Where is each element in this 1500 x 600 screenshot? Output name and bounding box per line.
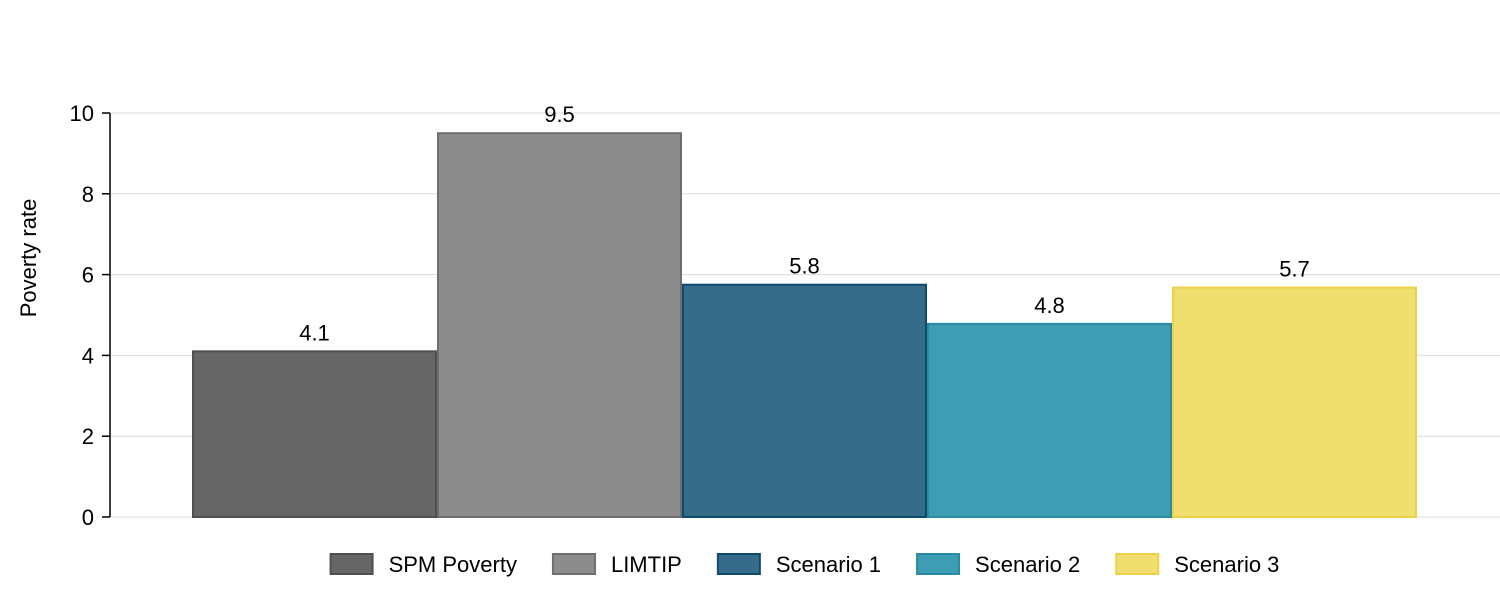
- bar-scenario-1: [682, 283, 927, 519]
- y-tick-label: 0: [82, 505, 94, 530]
- legend-item: SPM Poverty: [329, 552, 517, 577]
- bar-value-label: 9.5: [544, 102, 575, 127]
- y-axis: 0 2 4 6 8 10: [70, 101, 111, 530]
- legend-swatch: [916, 553, 961, 575]
- y-tick-label: 6: [82, 263, 94, 288]
- y-tick-label: 8: [82, 182, 94, 207]
- y-tick-label: 2: [82, 424, 94, 449]
- y-tick-label: 4: [82, 343, 94, 368]
- bar-limtip: [437, 132, 682, 518]
- bar-value-label: 5.7: [1279, 257, 1310, 282]
- legend: SPM Poverty LIMTIP Scenario 1 Scenario 2 Sce…: [329, 552, 1279, 577]
- bar-value-labels: 4.1 9.5 5.8 4.8 5.7: [299, 102, 1310, 345]
- bar-value-label: 4.1: [299, 320, 330, 345]
- bar-scenario-3: [1172, 286, 1417, 519]
- bar-spm-poverty: [192, 350, 437, 518]
- bar-scenario-2: [927, 322, 1172, 518]
- bar-value-label: 4.8: [1034, 293, 1065, 318]
- y-axis-title: Poverty rate: [16, 199, 41, 318]
- legend-item: Scenario 2: [916, 552, 1080, 577]
- legend-label: Scenario 2: [975, 552, 1080, 577]
- legend-label: Scenario 3: [1174, 552, 1279, 577]
- legend-label: LIMTIP: [611, 552, 682, 577]
- bar-value-label: 5.8: [789, 254, 820, 279]
- y-tick-label: 10: [70, 101, 94, 126]
- legend-swatch: [1115, 553, 1160, 575]
- legend-label: Scenario 1: [776, 552, 881, 577]
- legend-item: Scenario 1: [716, 552, 881, 577]
- legend-item: LIMTIP: [551, 552, 682, 577]
- legend-item: Scenario 3: [1115, 552, 1279, 577]
- legend-swatch: [716, 553, 761, 575]
- legend-swatch: [551, 553, 596, 575]
- bars: [192, 132, 1417, 519]
- legend-label: SPM Poverty: [389, 552, 517, 577]
- legend-swatch: [329, 553, 374, 575]
